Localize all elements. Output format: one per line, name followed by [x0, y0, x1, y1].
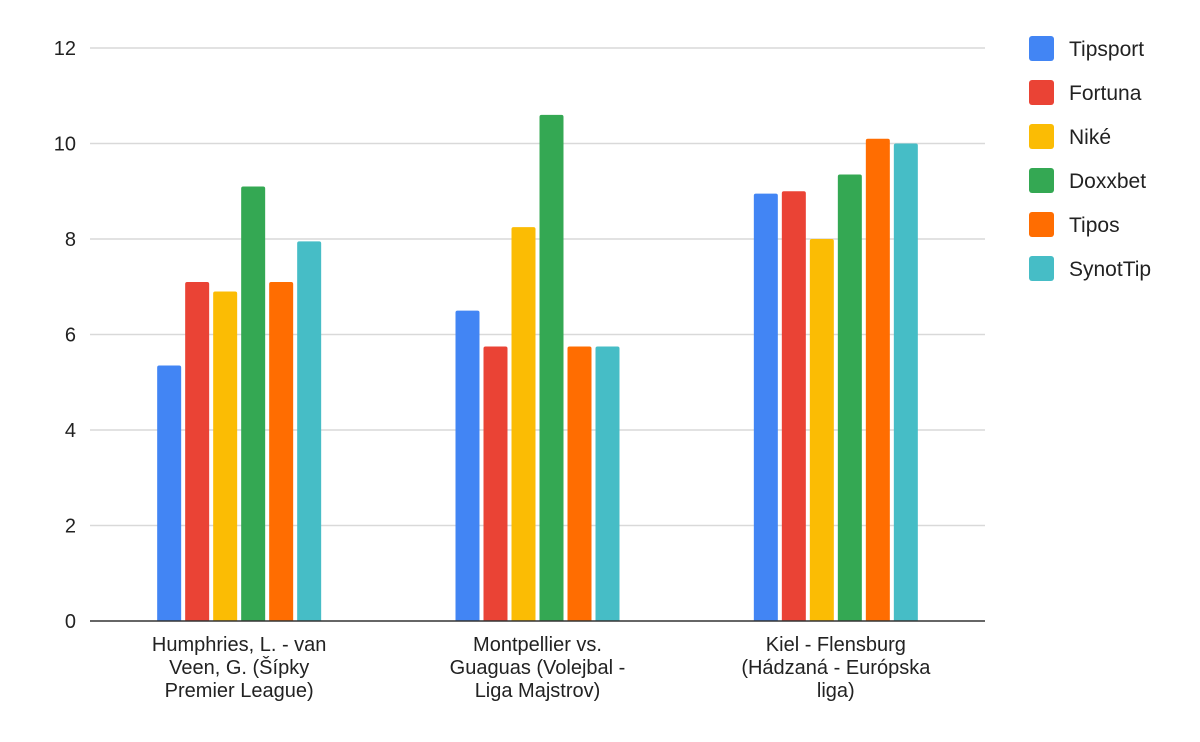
bar-tipsport-3	[753, 193, 778, 621]
bar-synottip-3	[893, 143, 918, 621]
bar-niké-3	[809, 239, 834, 621]
gridlines	[90, 47, 985, 527]
legend-label-tipos: Tipos	[1069, 214, 1120, 237]
x-axis: Humphries, L. - van Veen, G. (Šípky Premie…	[90, 620, 985, 702]
x-category-label-line: liga)	[817, 680, 855, 702]
bar-tipos-2	[567, 346, 592, 621]
bar-doxxbet-1	[241, 186, 266, 621]
legend: Tipsport Fortuna Niké Doxxbet Tipos SynotTip	[1029, 36, 1151, 281]
y-tick-label: 8	[65, 229, 76, 251]
x-category-label-line: Montpellier vs.	[473, 634, 602, 656]
bar-fortuna-2	[483, 346, 508, 621]
y-tick-label: 4	[65, 420, 76, 442]
y-tick-label: 12	[54, 38, 76, 60]
y-axis-ticks: 0 2 4 6 8 10 12	[54, 38, 76, 633]
y-tick-label: 2	[65, 516, 76, 538]
x-category-label-line: Kiel - Flensburg	[766, 634, 906, 656]
x-category-label-line: Veen, G. (Šípky	[169, 656, 309, 679]
legend-swatch-doxxbet	[1029, 168, 1054, 193]
y-tick-label: 0	[65, 611, 76, 633]
y-tick-label: 10	[54, 134, 76, 156]
bar-tipsport-2	[455, 310, 480, 621]
bar-tipos-1	[269, 281, 294, 621]
bar-tipsport-1	[157, 365, 182, 621]
legend-swatch-tipos	[1029, 212, 1054, 237]
x-category-label: Montpellier vs. Guaguas (Volejbal -Liga M…	[450, 634, 626, 702]
bar-tipos-3	[865, 138, 890, 621]
x-category-label: Humphries, L. - van Veen, G. (Šípky Premie…	[152, 634, 327, 702]
legend-swatch-synottip	[1029, 256, 1054, 281]
legend-label-tipsport: Tipsport	[1069, 38, 1144, 61]
bars	[157, 114, 918, 621]
bar-synottip-1	[297, 241, 322, 621]
bar-fortuna-1	[185, 281, 210, 621]
x-category-label-line: Premier League)	[165, 680, 314, 702]
legend-swatch-niké	[1029, 124, 1054, 149]
bar-niké-1	[213, 291, 238, 621]
y-tick-label: 6	[65, 325, 76, 347]
legend-swatch-fortuna	[1029, 80, 1054, 105]
bar-fortuna-3	[781, 191, 806, 621]
legend-label-doxxbet: Doxxbet	[1069, 170, 1146, 193]
bar-synottip-2	[595, 346, 620, 621]
legend-label-synottip: SynotTip	[1069, 258, 1151, 281]
x-category-label-line: Humphries, L. - van	[152, 634, 327, 656]
bar-niké-2	[511, 227, 536, 621]
legend-label-fortuna: Fortuna	[1069, 82, 1142, 105]
x-category-label-line: Liga Majstrov)	[475, 680, 601, 702]
bar-doxxbet-2	[539, 114, 564, 621]
legend-swatch-tipsport	[1029, 36, 1054, 61]
x-category-label: Kiel - Flensburg (Hádzaná - Európska liga)	[741, 634, 931, 702]
bar-doxxbet-3	[837, 174, 862, 621]
x-category-label-line: Guaguas (Volejbal -	[450, 657, 626, 679]
legend-label-niké: Niké	[1069, 126, 1111, 149]
x-category-label-line: (Hádzaná - Európska	[741, 657, 931, 679]
